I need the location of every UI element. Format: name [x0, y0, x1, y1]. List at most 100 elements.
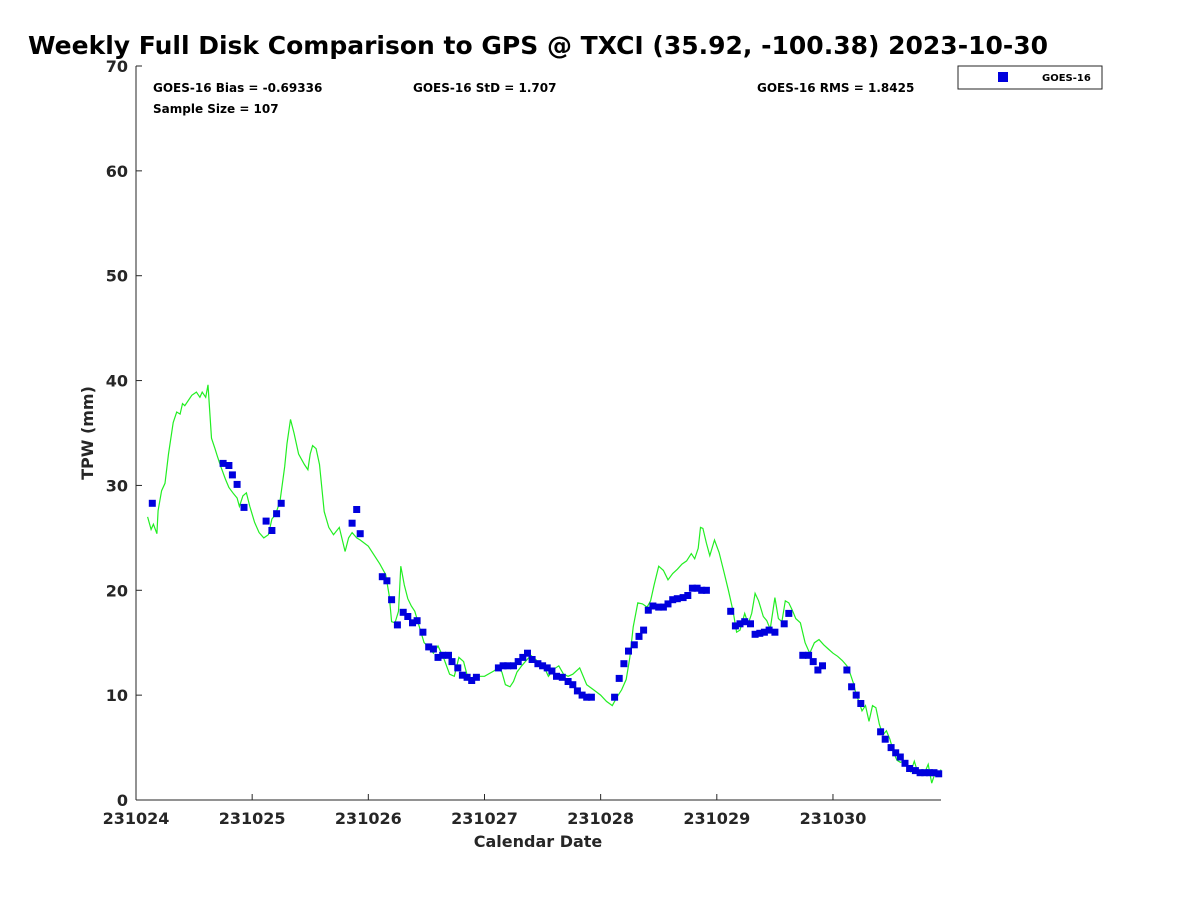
- goes16-data-point: [760, 628, 768, 636]
- goes16-data-point: [780, 620, 788, 628]
- goes16-data-point: [419, 628, 427, 636]
- stat-sample-size: Sample Size = 107: [153, 102, 279, 116]
- goes16-data-point: [771, 628, 779, 636]
- goes16-data-point: [463, 673, 471, 681]
- goes16-data-point: [921, 769, 929, 777]
- goes16-data-point: [543, 664, 551, 672]
- legend-marker-square-icon: [998, 72, 1008, 82]
- goes16-data-point: [843, 666, 851, 674]
- goes16-data-point: [393, 621, 401, 629]
- goes16-data-point: [785, 609, 793, 617]
- goes16-data-point: [468, 677, 476, 684]
- goes16-data-point: [655, 603, 663, 611]
- stat-std: GOES-16 StD = 1.707: [413, 81, 556, 95]
- plot-area: [135, 66, 941, 801]
- goes16-data-point: [698, 586, 706, 594]
- y-tick-label: 70: [106, 57, 128, 76]
- goes16-scatter-series: [148, 459, 943, 778]
- goes16-data-point: [916, 769, 924, 777]
- goes16-data-point: [454, 664, 462, 672]
- goes16-data-point: [799, 651, 807, 659]
- y-axis-ticks: 0 10 20 30 40 50 60 70: [106, 57, 142, 810]
- goes16-data-point: [587, 693, 595, 701]
- goes16-data-point: [273, 510, 281, 518]
- goes16-data-point: [573, 687, 581, 695]
- goes16-data-point: [458, 671, 466, 679]
- goes16-data-point: [664, 600, 672, 608]
- stats-block: GOES-16 Bias = -0.69336 GOES-16 StD = 1.…: [153, 81, 914, 116]
- goes16-data-point: [649, 602, 657, 610]
- goes16-data-point: [727, 607, 735, 615]
- goes16-data-point: [383, 577, 391, 585]
- goes16-data-point: [857, 700, 865, 707]
- goes16-data-point: [620, 660, 628, 668]
- goes16-data-point: [569, 681, 577, 689]
- goes16-data-point: [404, 613, 412, 620]
- goes16-data-point: [901, 759, 909, 767]
- goes16-data-point: [751, 630, 759, 638]
- goes16-data-point: [848, 683, 856, 691]
- x-tick-label: 231027: [451, 809, 518, 828]
- goes16-data-point: [896, 753, 904, 761]
- stat-bias: GOES-16 Bias = -0.69336: [153, 81, 322, 95]
- goes16-data-point: [448, 658, 456, 666]
- legend: GOES-16: [957, 65, 1103, 90]
- goes16-data-point: [558, 673, 566, 681]
- goes16-data-point: [640, 626, 648, 634]
- goes16-data-point: [881, 735, 889, 743]
- goes16-data-point: [409, 619, 416, 627]
- gps-line-series: [147, 384, 942, 784]
- goes16-data-point: [348, 519, 356, 527]
- goes16-data-point: [504, 662, 512, 670]
- goes16-data-point: [911, 767, 919, 775]
- goes16-data-point: [765, 626, 773, 634]
- y-tick-label: 0: [117, 791, 128, 810]
- goes16-data-point: [611, 693, 619, 701]
- y-tick-label: 10: [106, 686, 128, 705]
- gps-tpw-line: [147, 384, 942, 784]
- legend-label: GOES-16: [1042, 73, 1091, 84]
- goes16-data-point: [356, 530, 364, 538]
- y-axis-label: TPW (mm): [78, 386, 97, 480]
- goes16-data-point: [148, 499, 156, 507]
- goes16-data-point: [684, 592, 692, 599]
- goes16-data-point: [494, 664, 502, 672]
- goes16-data-point: [906, 765, 914, 772]
- x-tick-label: 231024: [103, 809, 170, 828]
- goes16-data-point: [539, 662, 547, 670]
- goes16-data-point: [399, 608, 407, 616]
- goes16-data-point: [510, 662, 517, 670]
- y-tick-label: 20: [106, 581, 128, 600]
- goes16-data-point: [434, 653, 442, 661]
- goes16-data-point: [534, 660, 542, 668]
- goes16-data-point: [659, 603, 667, 611]
- x-tick-label: 231026: [335, 809, 402, 828]
- goes16-data-point: [499, 662, 507, 670]
- goes16-data-point: [445, 651, 452, 659]
- goes16-data-point: [892, 749, 900, 757]
- y-tick-label: 50: [106, 267, 128, 286]
- goes16-data-point: [673, 595, 681, 603]
- goes16-data-point: [887, 744, 895, 752]
- goes16-data-point: [429, 645, 437, 653]
- goes16-data-point: [378, 573, 386, 581]
- goes16-data-point: [413, 617, 421, 625]
- goes16-data-point: [564, 678, 572, 685]
- goes16-data-point: [524, 649, 531, 657]
- y-tick-label: 40: [106, 372, 128, 391]
- goes16-data-point: [514, 658, 522, 666]
- goes16-data-point: [930, 769, 938, 777]
- goes16-data-point: [519, 653, 527, 661]
- goes16-data-point: [268, 527, 276, 534]
- goes16-data-point: [756, 629, 764, 637]
- goes16-data-point: [553, 672, 560, 680]
- goes16-data-point: [388, 596, 396, 604]
- goes16-data-point: [439, 651, 447, 659]
- goes16-data-point: [877, 728, 885, 736]
- goes16-data-point: [233, 480, 241, 488]
- y-tick-label: 30: [106, 476, 128, 495]
- goes16-data-point: [528, 656, 536, 663]
- goes16-data-point: [679, 594, 687, 602]
- goes16-data-point: [353, 506, 361, 513]
